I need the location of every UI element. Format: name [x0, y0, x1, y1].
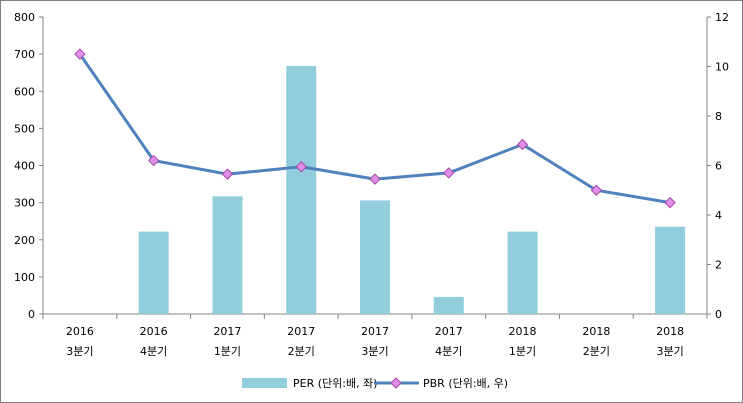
x-tick-label-quarter: 4분기 — [140, 345, 167, 358]
x-tick-label-quarter: 3분기 — [656, 345, 683, 358]
pbr-marker — [369, 173, 381, 185]
right-tick-label: 12 — [715, 11, 729, 24]
left-tick-label: 0 — [28, 308, 35, 321]
pbr-marker — [74, 48, 86, 60]
right-tick-label: 2 — [715, 259, 722, 272]
pbr-marker — [516, 138, 529, 151]
left-tick-label: 700 — [14, 48, 35, 61]
x-tick-label-year: 2016 — [66, 325, 94, 338]
per-bar — [286, 66, 317, 314]
per-bar — [655, 226, 686, 314]
legend-per-swatch — [242, 378, 287, 388]
per-bar — [138, 231, 169, 314]
x-tick-label-quarter: 4분기 — [435, 345, 462, 358]
x-tick-label-year: 2018 — [656, 325, 684, 338]
x-tick-label-quarter: 2분기 — [288, 345, 315, 358]
x-tick-label-year: 2017 — [213, 325, 241, 338]
pbr-marker — [664, 196, 676, 209]
right-tick-label: 10 — [715, 61, 729, 74]
right-tick-label: 6 — [715, 160, 722, 173]
x-tick-label-year: 2017 — [435, 325, 463, 338]
pbr-marker — [147, 154, 160, 167]
x-tick-label-year: 2017 — [361, 325, 389, 338]
left-tick-label: 500 — [14, 122, 35, 135]
per-bar — [212, 196, 243, 314]
right-tick-label: 0 — [715, 308, 722, 321]
left-tick-label: 400 — [14, 160, 35, 173]
x-tick-label-quarter: 3분기 — [361, 345, 388, 358]
left-tick-label: 100 — [14, 271, 35, 284]
left-tick-label: 600 — [14, 85, 35, 98]
pbr-marker — [221, 168, 234, 180]
right-tick-label: 4 — [715, 209, 722, 222]
x-tick-label-quarter: 1분기 — [214, 345, 241, 358]
x-tick-label-year: 2017 — [287, 325, 315, 338]
x-tick-label-quarter: 2분기 — [583, 345, 610, 358]
pbr-marker — [443, 167, 455, 179]
legend-per-label: PER (단위:배, 좌) — [293, 377, 378, 390]
legend-pbr-marker — [390, 377, 402, 389]
per-bar — [360, 200, 390, 314]
left-tick-label: 200 — [14, 234, 35, 247]
per-bar — [433, 296, 464, 314]
per-bar — [507, 231, 538, 314]
pbr-marker — [295, 161, 307, 173]
x-tick-label-year: 2018 — [582, 325, 610, 338]
legend-pbr-label: PBR (단위:배, 우) — [423, 377, 508, 390]
x-tick-label-quarter: 3분기 — [66, 345, 93, 358]
x-tick-label-year: 2016 — [140, 325, 168, 338]
right-tick-label: 8 — [715, 110, 722, 123]
left-tick-label: 800 — [14, 11, 35, 24]
x-tick-label-quarter: 1분기 — [509, 345, 536, 358]
x-tick-label-year: 2018 — [509, 325, 537, 338]
left-tick-label: 300 — [14, 197, 35, 210]
pbr-marker — [590, 184, 603, 196]
